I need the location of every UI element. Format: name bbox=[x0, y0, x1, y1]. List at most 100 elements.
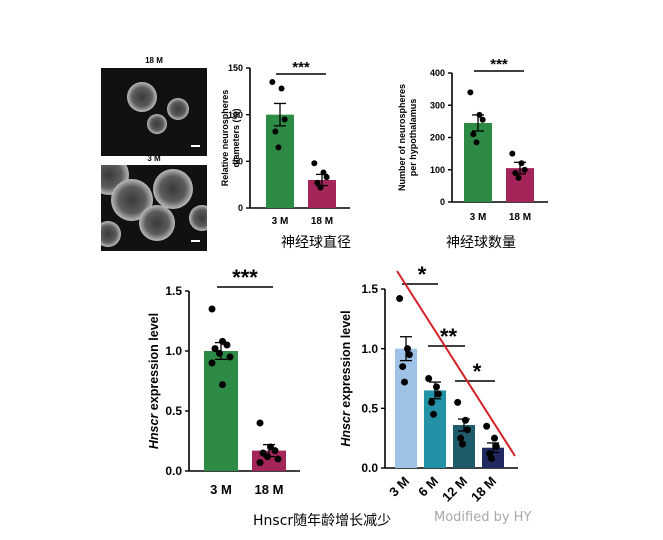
watermark-text: Modified by HY bbox=[434, 510, 532, 525]
y-axis-label: Relative neurospheresdiameters (%) bbox=[220, 90, 241, 187]
y-tick-label: 400 bbox=[430, 68, 445, 78]
category-label: 6 M bbox=[415, 474, 441, 500]
y-tick-label: 1.0 bbox=[165, 344, 182, 358]
data-point bbox=[521, 166, 528, 173]
data-point bbox=[425, 375, 433, 382]
y-tick-label: 0 bbox=[440, 197, 445, 207]
data-point bbox=[470, 131, 477, 138]
y-axis-label: Hnscr expression level bbox=[147, 313, 161, 449]
data-point bbox=[459, 440, 466, 448]
significance-label: *** bbox=[232, 265, 258, 290]
data-point bbox=[317, 184, 324, 191]
bar bbox=[204, 351, 238, 471]
data-point bbox=[515, 174, 522, 181]
data-point bbox=[428, 398, 436, 406]
data-point bbox=[211, 345, 219, 353]
data-point bbox=[275, 144, 282, 151]
data-point bbox=[404, 345, 411, 353]
data-point bbox=[462, 416, 469, 424]
data-point bbox=[323, 174, 330, 181]
data-point bbox=[512, 169, 519, 176]
y-tick-label: 0.0 bbox=[165, 464, 182, 478]
category-label: 18 M bbox=[255, 482, 284, 497]
data-point bbox=[434, 390, 442, 398]
micrograph-18m bbox=[101, 68, 207, 156]
neurosphere bbox=[167, 98, 189, 120]
y-tick-label: 1.0 bbox=[361, 342, 378, 356]
neurosphere bbox=[147, 114, 167, 134]
bar bbox=[464, 122, 492, 202]
data-point bbox=[454, 398, 462, 406]
trend-line bbox=[396, 270, 516, 457]
data-point bbox=[433, 383, 440, 391]
data-point bbox=[274, 455, 282, 463]
data-point bbox=[405, 351, 413, 359]
y-axis-label: Hnscr expression level bbox=[339, 310, 353, 446]
y-axis-label: Number of neurospheresper hypothalamus bbox=[397, 84, 418, 191]
data-point bbox=[396, 295, 404, 303]
caption-age-trend: Hnscr随年龄增长减少 bbox=[253, 513, 392, 529]
category-label: 18 M bbox=[311, 216, 333, 227]
y-axis-label-gene: Hnscr bbox=[147, 413, 161, 450]
category-label: 3 M bbox=[470, 212, 487, 223]
data-point bbox=[216, 349, 223, 357]
caption-number: 神经球数量 bbox=[446, 235, 516, 251]
data-point bbox=[219, 381, 226, 389]
data-point bbox=[483, 422, 491, 430]
caption-diameter: 神经球直径 bbox=[281, 235, 351, 251]
bar bbox=[424, 390, 446, 468]
data-point bbox=[401, 378, 408, 386]
data-point bbox=[518, 160, 525, 167]
significance-label: *** bbox=[490, 56, 508, 73]
data-point bbox=[223, 341, 231, 349]
y-tick-label: 50 bbox=[233, 156, 243, 166]
significance-label: *** bbox=[292, 59, 310, 76]
y-tick-label: 0 bbox=[238, 203, 243, 213]
data-point bbox=[467, 89, 474, 96]
data-point bbox=[281, 116, 288, 123]
neurosphere bbox=[101, 221, 121, 247]
neurosphere bbox=[127, 82, 157, 112]
data-point bbox=[473, 139, 480, 146]
y-axis-label-line-2: per hypothalamus bbox=[408, 99, 418, 177]
significance-label: * bbox=[418, 262, 427, 287]
scale-bar bbox=[191, 145, 200, 147]
y-axis-label-gene: Hnscr bbox=[339, 410, 353, 447]
data-point bbox=[320, 169, 327, 176]
data-point bbox=[492, 443, 500, 451]
category-label: 18 M bbox=[468, 474, 499, 505]
micrograph-label-18m: 18 M bbox=[145, 56, 163, 65]
bar bbox=[395, 348, 417, 468]
data-point bbox=[491, 434, 498, 442]
data-point bbox=[479, 116, 486, 123]
y-tick-label: 150 bbox=[228, 63, 243, 73]
data-point bbox=[488, 454, 495, 462]
y-tick-label: 0.5 bbox=[361, 402, 378, 416]
category-label: 12 M bbox=[439, 474, 470, 505]
data-point bbox=[226, 353, 234, 361]
significance-label: ** bbox=[440, 324, 458, 349]
data-point bbox=[208, 305, 216, 313]
micrograph-label-3m: 3 M bbox=[147, 154, 161, 163]
neurosphere bbox=[189, 205, 207, 231]
y-tick-label: 0.0 bbox=[361, 461, 378, 475]
data-point bbox=[463, 426, 471, 434]
y-tick-label: 300 bbox=[430, 100, 445, 110]
y-axis-label-line-1: Number of neurospheres bbox=[397, 84, 407, 191]
y-tick-label: 100 bbox=[228, 110, 243, 120]
scale-bar bbox=[191, 240, 200, 242]
neurosphere bbox=[139, 205, 175, 241]
y-tick-label: 1.5 bbox=[165, 284, 182, 298]
y-axis-label-line-1: Relative neurospheres bbox=[220, 90, 230, 187]
bar bbox=[266, 114, 294, 208]
data-point bbox=[399, 363, 407, 371]
y-axis-label-rest: expression level bbox=[339, 310, 353, 411]
data-point bbox=[264, 453, 271, 461]
category-label: 3 M bbox=[210, 482, 232, 497]
data-point bbox=[457, 434, 465, 442]
data-point bbox=[272, 128, 279, 135]
data-point bbox=[509, 150, 516, 157]
